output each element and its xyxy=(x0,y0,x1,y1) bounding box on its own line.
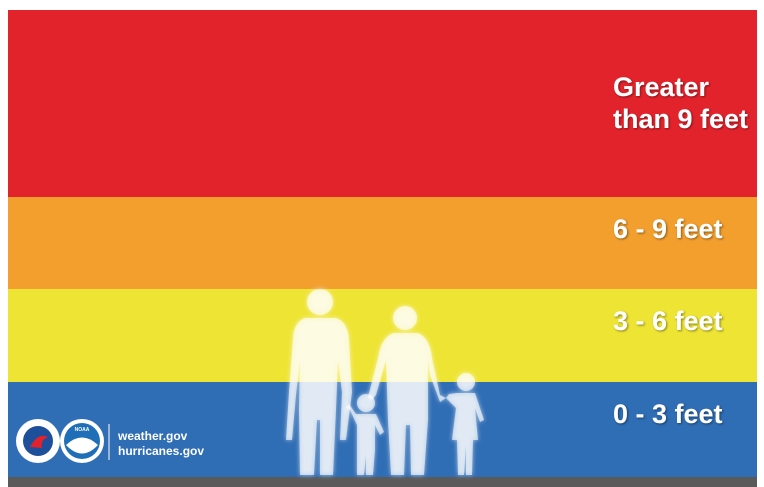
band-label: 6 - 9 feet xyxy=(613,214,723,244)
band-label: 0 - 3 feet xyxy=(613,399,723,429)
band-label: 3 - 6 feet xyxy=(613,306,723,336)
band-label: than 9 feet xyxy=(613,104,748,134)
footer-link[interactable]: weather.gov xyxy=(117,429,188,443)
ground xyxy=(8,477,757,487)
girl-head xyxy=(457,373,475,391)
woman-head xyxy=(393,306,417,330)
page: {"bands": [ {"lines": ["Greater", "than … xyxy=(0,0,764,487)
boy-head xyxy=(357,394,375,412)
man-head xyxy=(307,289,333,315)
noaa-logo-text: NOAA xyxy=(75,427,90,433)
band-label: Greater xyxy=(613,72,710,102)
infographic: Greater than 9 feet 6 - 9 feet 3 - 6 fee… xyxy=(0,0,764,487)
footer-link[interactable]: hurricanes.gov xyxy=(118,444,204,458)
